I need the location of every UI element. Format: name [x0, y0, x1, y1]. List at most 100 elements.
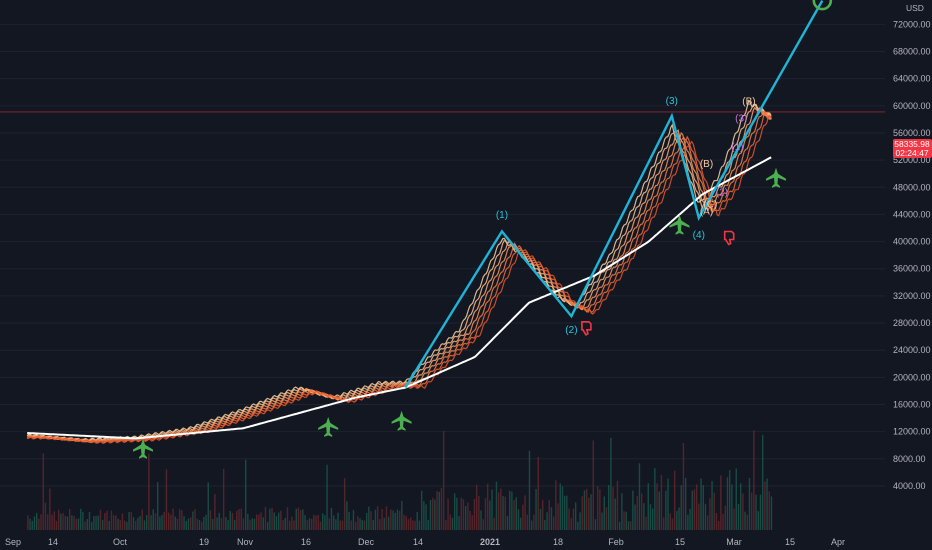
volume-bar: [392, 510, 394, 530]
thumbs-down-shape: [723, 230, 735, 246]
volume-bar: [759, 494, 762, 530]
volume-bar: [524, 495, 526, 530]
volume-bar: [722, 513, 724, 530]
buy-plane-icon: [318, 416, 339, 437]
price-tick-label: 8000.00: [893, 454, 926, 464]
volume-bar: [695, 484, 698, 530]
volume-bar: [638, 463, 641, 530]
volume-bar: [266, 521, 269, 530]
volume-bar: [156, 482, 159, 530]
volume-bar: [418, 520, 421, 530]
volume-bar: [130, 512, 132, 530]
volume-bar: [293, 520, 295, 530]
buy-plane-icon: [133, 438, 153, 459]
volume-bar: [82, 511, 84, 530]
volume-bar: [328, 518, 330, 530]
volume-bar: [539, 508, 542, 530]
volume-bar: [753, 430, 755, 530]
volume-bar: [678, 507, 680, 530]
volume-bar: [370, 511, 372, 530]
volume-bar: [220, 517, 223, 530]
volume-bar: [174, 516, 176, 530]
volume-bar: [77, 518, 80, 530]
volume-bar: [286, 507, 289, 530]
volume-bar: [667, 478, 669, 530]
volume-bar: [603, 496, 605, 530]
volume-bar: [396, 509, 399, 530]
volume-bar: [385, 506, 388, 530]
volume-bar: [673, 470, 676, 530]
date-tick-label: Apr: [831, 537, 845, 547]
volume-bar: [403, 514, 405, 530]
volume-bar: [508, 490, 511, 530]
volume-bar: [321, 513, 324, 530]
volume-bar: [295, 508, 297, 530]
volume-bar: [671, 518, 674, 530]
volume-bar: [108, 520, 110, 530]
volume-bar: [302, 509, 304, 530]
target-circle-icon: [812, 0, 833, 11]
date-axis[interactable]: Sep 14 Oct 19 Nov 16 Dec 14 2021 18 Feb 15 Mar 15 Apr: [5, 537, 845, 547]
volume-bar: [429, 499, 432, 530]
volume-bar: [68, 508, 71, 530]
moving-average: [27, 156, 772, 440]
volume-bar: [506, 515, 509, 530]
wave-label: (A): [700, 206, 713, 217]
volume-bar: [145, 515, 148, 530]
volume-bar: [687, 514, 689, 530]
wave-label: (B): [700, 159, 713, 170]
last-price-badge: [893, 139, 932, 158]
wave-label: (3): [735, 113, 747, 124]
volume-bar: [132, 517, 135, 530]
volume-bar: [656, 483, 658, 530]
volume-bar: [75, 518, 77, 530]
volume-bar: [651, 508, 654, 530]
volume-bar: [442, 431, 445, 530]
volume-bar: [376, 506, 379, 530]
volume-bar: [233, 519, 236, 530]
volume-bar: [552, 516, 555, 530]
volume-bar: [249, 519, 251, 530]
volume-bar: [264, 507, 267, 530]
volume-bar: [244, 459, 247, 530]
volume-bar: [110, 510, 113, 530]
volume-bar: [253, 518, 256, 530]
ema-ribbon: [26, 99, 772, 444]
volume-bar: [394, 512, 396, 530]
volume-bar: [568, 508, 570, 530]
volume-bar: [44, 502, 47, 530]
volume-bar: [478, 495, 480, 530]
buy-plane-icon: [669, 214, 690, 235]
volume-bar: [372, 519, 374, 530]
last-price-label: 58335.98 02:24:47: [893, 139, 932, 158]
volume-bar: [610, 437, 612, 530]
volume-bar: [141, 509, 143, 530]
volume-bar: [493, 517, 495, 530]
volume-bar: [750, 492, 753, 530]
volume-bar: [440, 488, 443, 530]
wave-label: (B): [742, 96, 755, 107]
volume-bar: [315, 515, 317, 530]
volume-bar: [271, 507, 273, 530]
volume-bar: [93, 515, 95, 530]
volume-bar: [728, 470, 731, 530]
volume-bar: [185, 520, 187, 530]
ribbon-line: [26, 103, 772, 442]
volume-bar: [240, 508, 242, 530]
volume-bar: [590, 494, 592, 530]
volume-bar: [691, 490, 693, 530]
volume-bar: [445, 519, 447, 530]
wave-label: (1): [731, 142, 743, 153]
volume-bar: [484, 498, 487, 530]
volume-bar: [159, 516, 161, 530]
plane-shape: [318, 416, 339, 437]
date-tick-label: 16: [301, 537, 311, 547]
volume-bar: [447, 498, 449, 530]
volume-bar: [211, 518, 214, 530]
price-tick-label: 44000.00: [893, 209, 931, 219]
volume-bar: [665, 490, 667, 530]
price-axis[interactable]: 76000.00 72000.00 68000.00 64000.00 60000.00…: [893, 0, 931, 491]
volume-bar: [645, 516, 647, 530]
volume-bar: [350, 520, 352, 530]
